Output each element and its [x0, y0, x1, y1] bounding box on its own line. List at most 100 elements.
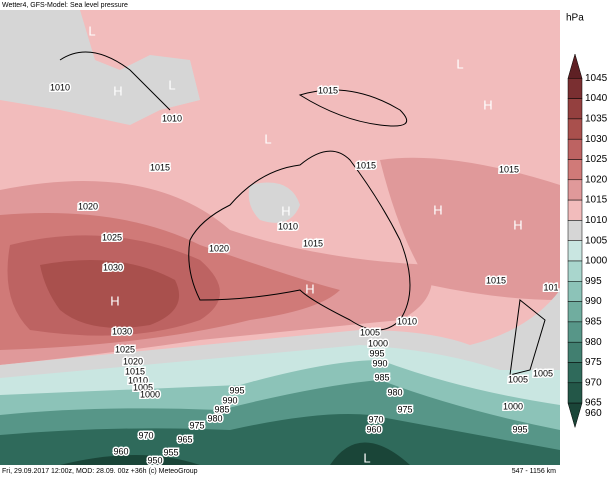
colorbar-cell: [567, 98, 583, 120]
colorbar-label: 1030: [585, 134, 608, 145]
colorbar-label: 1040: [585, 93, 608, 104]
contour-label: 990: [372, 358, 387, 368]
contour-label: 995: [369, 348, 384, 358]
footer-bar: [0, 465, 612, 477]
contour-label: 950: [147, 455, 162, 465]
contour-label: 970: [138, 430, 153, 440]
colorbar-cell: [567, 138, 583, 160]
contour-label: 965: [177, 434, 192, 444]
contour-label: 1000: [140, 389, 160, 399]
contour-label: 1015: [125, 366, 145, 376]
contour-label: 1025: [115, 344, 135, 354]
contour-label: 1015: [150, 162, 170, 172]
colorbar-cell: [567, 260, 583, 282]
colorbar-cell: [567, 281, 583, 302]
colorbar-label: 985: [585, 317, 602, 328]
colorbar-label: 975: [585, 357, 602, 368]
contour-label: 1010: [50, 82, 70, 92]
colorbar-label: 1010: [585, 215, 608, 226]
contour-label: 1010: [397, 316, 417, 326]
contour-label: 1010: [162, 113, 182, 123]
pressure-field: [0, 10, 560, 465]
colorbar-label: 1035: [585, 114, 608, 125]
colorbar-cell: [567, 179, 583, 201]
colorbar-label: 1025: [585, 154, 608, 165]
pressure-center: L: [456, 56, 463, 71]
contour-label: 1010: [278, 221, 298, 231]
field-970: [0, 414, 560, 465]
contour-label: 1015: [303, 238, 323, 248]
colorbar-cell: [567, 362, 583, 384]
pressure-center: H: [281, 203, 290, 218]
field-1030: [40, 260, 180, 328]
contour-label: 990: [222, 395, 237, 405]
coastline-australia: [188, 150, 411, 331]
colorbar-cell: [567, 321, 583, 343]
colorbar-label: 970: [585, 377, 602, 388]
pressure-center: H: [113, 83, 122, 98]
contour-label: 980: [207, 413, 222, 423]
pressure-center: H: [483, 97, 492, 112]
colorbar-label: 995: [585, 276, 602, 287]
contour-label: 985: [374, 372, 389, 382]
contour-label: 980: [387, 387, 402, 397]
contour-label: 975: [397, 404, 412, 414]
contour-label: 1015: [486, 275, 506, 285]
colorbar-cell: [567, 199, 583, 221]
colorbar-cell: [567, 301, 583, 323]
pressure-center: H: [305, 281, 314, 296]
contour-label: 960: [113, 446, 128, 456]
field-960: [60, 442, 410, 465]
contour-label: 970: [368, 414, 383, 424]
pressure-center: H: [433, 202, 442, 217]
contour-label: 1020: [123, 356, 143, 366]
pressure-center: H: [110, 293, 119, 308]
colorbar-label: 990: [585, 296, 602, 307]
colorbar-label: 1045: [585, 73, 608, 84]
field-high-e: [380, 157, 560, 300]
contour-label: 1030: [112, 326, 132, 336]
contour-label: 101: [543, 282, 558, 292]
colorbar-cell: [567, 402, 583, 429]
pressure-center: L: [88, 23, 95, 38]
contour-label: 1015: [356, 160, 376, 170]
header-bar: [0, 0, 612, 10]
header-title: Wetter4, GFS-Model: Sea level pressure: [2, 2, 128, 9]
colorbar-cell: [567, 159, 583, 181]
colorbar-label: 965: [585, 398, 602, 409]
contour-label: 1000: [368, 338, 388, 348]
contour-label: 1015: [318, 85, 338, 95]
colorbar-label: 980: [585, 337, 602, 348]
contour-label: 1005: [360, 327, 380, 337]
contour-label: 1020: [209, 243, 229, 253]
contour-label: 1030: [103, 262, 123, 272]
contour-label: 960: [366, 424, 381, 434]
colorbar: 1045 1040 1035 1030 1025 1020 1015 1010 1005 1000…: [567, 53, 608, 429]
contour-label: 1015: [499, 164, 519, 174]
colorbar-unit: hPa: [566, 13, 584, 24]
pressure-center: L: [363, 450, 370, 465]
contour-label: 1025: [102, 232, 122, 242]
contour-label: 1005: [533, 368, 553, 378]
colorbar-cell: [567, 118, 583, 140]
contour-label: 985: [214, 404, 229, 414]
field-gray-nw: [0, 10, 200, 125]
field-pink-ne: [380, 10, 560, 100]
contour-label: 1010: [128, 375, 148, 385]
contour-label: 975: [189, 420, 204, 430]
colorbar-label: 1005: [585, 235, 608, 246]
colorbar-cell: [567, 240, 583, 262]
coastline-islands: [59, 51, 546, 376]
colorbar-cell: [567, 341, 583, 363]
contour-label: 995: [229, 385, 244, 395]
colorbar-cell: [567, 382, 583, 404]
pressure-center: H: [513, 217, 522, 232]
contour-label: 955: [163, 447, 178, 457]
pressure-center: L: [168, 77, 175, 92]
contour-label: 1005: [133, 382, 153, 392]
colorbar-label: 1000: [585, 256, 608, 267]
colorbar-label: 960: [585, 408, 602, 419]
contour-label: 1005: [508, 374, 528, 384]
